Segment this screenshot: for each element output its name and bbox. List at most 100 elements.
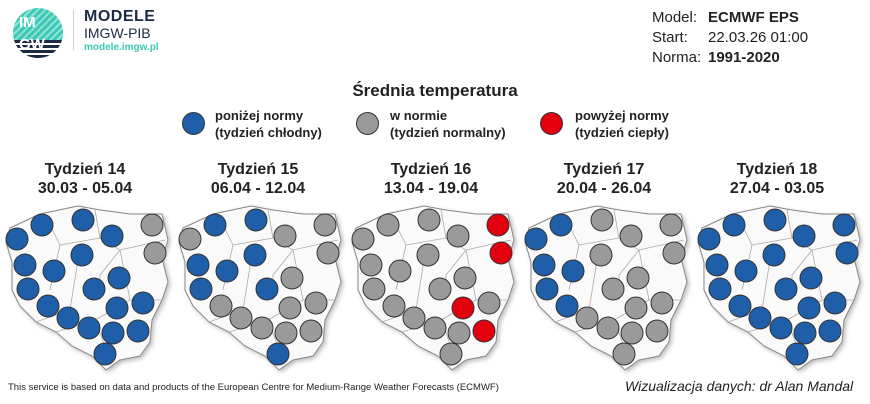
station-marker-below xyxy=(70,243,94,267)
region-border xyxy=(267,209,274,239)
model-label: Model: xyxy=(652,9,698,26)
station-marker-below xyxy=(189,277,213,301)
station-marker-below xyxy=(549,213,573,237)
start-label: Start: xyxy=(652,29,688,46)
station-marker-below xyxy=(799,266,823,290)
station-marker-normal xyxy=(453,266,477,290)
station-marker-normal xyxy=(376,213,400,237)
station-marker-below xyxy=(36,294,60,318)
station-marker-below xyxy=(797,296,821,320)
station-marker-below xyxy=(93,342,117,366)
station-marker-below xyxy=(56,306,80,330)
station-marker-below xyxy=(107,266,131,290)
station-marker-below xyxy=(697,227,721,251)
station-marker-below xyxy=(101,321,125,345)
brand-subtitle: IMGW-PIB xyxy=(84,25,151,41)
station-marker-normal xyxy=(446,224,470,248)
station-marker-below xyxy=(244,208,268,232)
station-marker-below xyxy=(255,277,279,301)
station-marker-below xyxy=(722,213,746,237)
station-marker-below xyxy=(71,208,95,232)
station-marker-normal xyxy=(575,306,599,330)
week-15-header: Tydzień 15 06.04 - 12.04 xyxy=(173,160,343,198)
station-marker-normal xyxy=(423,316,447,340)
station-marker-normal xyxy=(280,266,304,290)
station-marker-below xyxy=(535,277,559,301)
week-title: Tydzień 16 xyxy=(390,161,472,178)
station-marker-below xyxy=(769,316,793,340)
station-marker-below xyxy=(748,306,772,330)
norma-value: 1991-2020 xyxy=(708,49,780,66)
station-marker-normal xyxy=(143,241,167,265)
week-17-header: Tydzień 17 20.04 - 26.04 xyxy=(519,160,689,198)
station-marker-below xyxy=(818,319,842,343)
station-marker-normal xyxy=(439,342,463,366)
station-marker-below xyxy=(13,253,37,277)
station-marker-below xyxy=(561,259,585,283)
region-border xyxy=(94,209,101,239)
station-marker-normal xyxy=(620,321,644,345)
station-marker-below xyxy=(16,277,40,301)
station-marker-normal xyxy=(273,224,297,248)
chart-title: Średnia temperatura xyxy=(352,81,518,100)
legend-normal: w normie (tydzień normalny) xyxy=(390,107,506,141)
week-dates: 13.04 - 19.04 xyxy=(383,180,479,197)
station-marker-normal xyxy=(612,342,636,366)
station-marker-below xyxy=(763,208,787,232)
station-marker-below xyxy=(105,296,129,320)
station-marker-normal xyxy=(209,294,233,318)
station-marker-below xyxy=(131,291,155,315)
station-marker-below xyxy=(532,253,556,277)
footer-note: This service is based on data and produc… xyxy=(8,382,499,393)
station-marker-normal xyxy=(229,306,253,330)
station-marker-normal xyxy=(416,243,440,267)
legend-normal-dot xyxy=(356,112,379,135)
station-marker-normal xyxy=(274,321,298,345)
week-title: Tydzień 17 xyxy=(563,161,645,178)
station-marker-normal xyxy=(278,296,302,320)
station-marker-normal xyxy=(477,291,501,315)
station-marker-below xyxy=(708,277,732,301)
legend-normal-sub: (tydzień normalny) xyxy=(390,125,506,140)
station-marker-normal xyxy=(428,277,452,301)
legend-below-label: poniżej normy xyxy=(215,108,304,123)
station-marker-normal xyxy=(313,213,337,237)
legend-above-label: powyżej normy xyxy=(575,108,669,123)
station-marker-normal xyxy=(250,316,274,340)
start-value: 22.03.26 01:00 xyxy=(708,29,809,46)
station-marker-above xyxy=(472,319,496,343)
brand-title: MODELE xyxy=(84,8,156,25)
week-title: Tydzień 15 xyxy=(217,161,299,178)
station-marker-below xyxy=(100,224,124,248)
station-marker-below xyxy=(77,316,101,340)
station-marker-normal xyxy=(359,253,383,277)
station-marker-normal xyxy=(178,227,202,251)
station-marker-normal xyxy=(382,294,406,318)
station-marker-below xyxy=(762,243,786,267)
week-18-header: Tydzień 18 27.04 - 03.05 xyxy=(692,160,862,198)
station-marker-below xyxy=(793,321,817,345)
week-dates: 20.04 - 26.04 xyxy=(556,180,652,197)
imgw-logo: IM GW xyxy=(13,8,63,58)
region-border xyxy=(613,209,620,239)
station-marker-below xyxy=(82,277,106,301)
station-marker-above xyxy=(486,213,510,237)
station-marker-below xyxy=(785,342,809,366)
station-marker-below xyxy=(774,277,798,301)
station-marker-normal xyxy=(417,208,441,232)
norma-row: Norma: 1991-2020 xyxy=(652,49,780,66)
legend-above: powyżej normy (tydzień ciepły) xyxy=(575,107,669,141)
brand-url[interactable]: modele.imgw.pl xyxy=(84,42,159,53)
legend-below-dot xyxy=(182,112,205,135)
station-marker-normal xyxy=(626,266,650,290)
station-marker-below xyxy=(126,319,150,343)
station-marker-below xyxy=(243,243,267,267)
station-marker-normal xyxy=(590,208,614,232)
station-marker-normal xyxy=(650,291,674,315)
legend-normal-label: w normie xyxy=(390,108,448,123)
week-title: Tydzień 14 xyxy=(44,161,126,178)
station-marker-normal xyxy=(402,306,426,330)
station-marker-normal xyxy=(659,213,683,237)
legend-above-dot xyxy=(540,112,563,135)
